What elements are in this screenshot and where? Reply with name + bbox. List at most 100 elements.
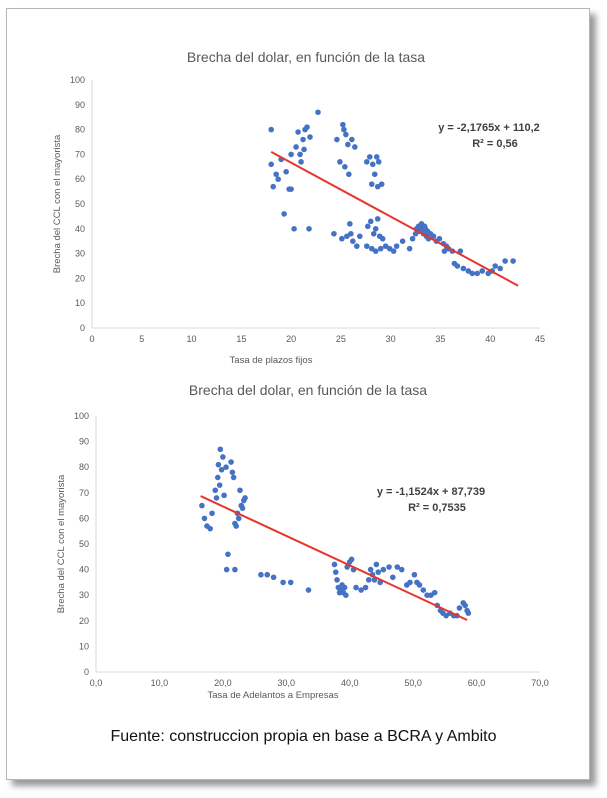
- data-point: [307, 134, 313, 140]
- x-tick-label: 50,0: [404, 678, 422, 688]
- data-point: [291, 226, 297, 232]
- data-point: [367, 566, 374, 573]
- data-point: [353, 584, 359, 591]
- data-point: [377, 245, 384, 252]
- y-tick-label: 10: [75, 298, 85, 308]
- data-point: [373, 561, 380, 568]
- trend-equation: y = -1,1524x + 87,739: [377, 486, 485, 498]
- data-point: [386, 564, 392, 570]
- data-point: [264, 571, 271, 578]
- data-point: [363, 243, 370, 249]
- data-point: [378, 181, 385, 187]
- data-point: [287, 579, 294, 586]
- y-tick-label: 60: [79, 513, 89, 523]
- data-point: [218, 466, 225, 473]
- data-point: [341, 584, 348, 591]
- data-point: [304, 124, 310, 130]
- y-tick-label: 20: [75, 273, 85, 283]
- scatter-chart-adelantos: Brecha del dolar, en función de la tasa 0…: [56, 382, 549, 701]
- data-point: [215, 461, 222, 468]
- data-point: [217, 446, 224, 453]
- x-tick-label: 20: [286, 334, 296, 344]
- data-point: [416, 582, 423, 588]
- data-point: [502, 258, 508, 264]
- data-point: [394, 564, 401, 570]
- data-point: [479, 268, 486, 274]
- data-point: [363, 159, 370, 165]
- data-point: [431, 589, 438, 596]
- y-tick-label: 30: [79, 590, 89, 600]
- data-point: [315, 109, 321, 116]
- data-point: [492, 263, 499, 269]
- data-point: [372, 248, 379, 254]
- data-point: [350, 238, 356, 244]
- y-tick-label: 70: [75, 149, 85, 159]
- chart-title: Brecha del dolar, en función de la tasa: [189, 382, 427, 398]
- scatter-chart-plazos-fijos: Brecha del dolar, en función de la tasa 0…: [52, 49, 545, 366]
- data-point: [283, 168, 289, 175]
- x-tick-label: 25: [336, 334, 346, 344]
- x-tick-label: 5: [139, 334, 144, 344]
- source-caption: Fuente: construccion propia en base a BC…: [110, 728, 497, 745]
- x-tick-label: 30,0: [278, 678, 296, 688]
- data-point: [346, 171, 352, 178]
- data-point: [371, 171, 378, 178]
- x-tick-label: 0,0: [90, 678, 103, 688]
- y-tick-label: 0: [84, 667, 89, 677]
- data-point: [301, 146, 307, 153]
- x-tick-label: 20,0: [214, 678, 232, 688]
- data-point: [349, 136, 355, 143]
- data-point: [358, 587, 364, 593]
- x-tick-label: 45: [535, 334, 545, 344]
- data-point: [280, 579, 286, 586]
- y-tick-label: 30: [75, 249, 85, 259]
- data-point: [457, 248, 464, 254]
- trendline: [270, 150, 519, 287]
- y-tick-label: 40: [75, 224, 85, 234]
- data-point: [374, 216, 381, 222]
- trendline: [200, 495, 468, 621]
- x-tick-label: 35: [435, 334, 445, 344]
- data-point: [347, 221, 353, 227]
- y-tick-label: 0: [80, 323, 85, 333]
- data-point: [207, 525, 213, 532]
- data-point: [372, 226, 379, 232]
- data-point: [406, 245, 413, 252]
- data-point: [364, 223, 371, 230]
- data-point: [229, 469, 236, 476]
- y-tick-label: 50: [79, 539, 89, 549]
- data-point: [390, 574, 396, 581]
- x-axis-label: Tasa de plazos fijos: [230, 355, 313, 366]
- data-point: [454, 263, 461, 269]
- data-point: [305, 587, 312, 593]
- data-point: [270, 183, 276, 190]
- y-tick-label: 90: [79, 437, 89, 447]
- data-point: [348, 556, 355, 563]
- data-point: [306, 226, 312, 232]
- y-tick-label: 60: [75, 174, 85, 184]
- data-point: [214, 474, 221, 481]
- data-point: [409, 235, 416, 242]
- data-point: [341, 126, 347, 133]
- data-point: [216, 482, 223, 488]
- data-point: [365, 577, 372, 583]
- data-point: [460, 265, 467, 272]
- data-point: [237, 487, 243, 494]
- data-point: [370, 230, 377, 237]
- data-point: [209, 510, 215, 517]
- r-squared-label: R² = 0,56: [472, 138, 518, 150]
- trend-equation: y = -2,1765x + 110,2: [438, 122, 540, 134]
- data-point: [465, 610, 472, 616]
- x-tick-label: 10,0: [151, 678, 169, 688]
- data-point: [275, 176, 281, 182]
- x-axis-label: Tasa de Adelantos a Empresas: [208, 690, 339, 701]
- data-point: [230, 474, 237, 481]
- data-point: [300, 136, 306, 143]
- data-point: [497, 265, 503, 272]
- data-point: [362, 584, 369, 591]
- data-point: [201, 515, 208, 522]
- data-point: [368, 181, 375, 187]
- r-squared-label: R² = 0,7535: [408, 502, 466, 514]
- y-tick-label: 80: [75, 125, 85, 135]
- data-point: [357, 233, 363, 240]
